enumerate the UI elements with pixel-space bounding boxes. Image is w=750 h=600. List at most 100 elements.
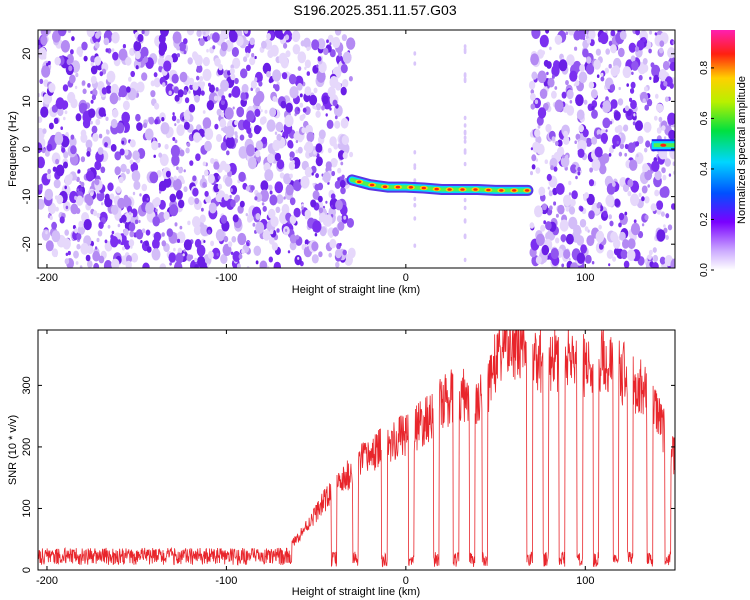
noise-speck bbox=[631, 60, 639, 71]
signal-hotspot-peak bbox=[382, 185, 388, 188]
noise-speck bbox=[596, 203, 601, 209]
colorbar-ticks: 0.0 0.2 0.4 0.6 0.8 bbox=[699, 61, 714, 277]
noise-speck bbox=[83, 55, 88, 62]
noise-speck bbox=[323, 214, 333, 227]
noise-speck bbox=[188, 77, 195, 86]
noise-speck bbox=[53, 179, 61, 189]
noise-speck bbox=[224, 176, 233, 187]
y-tick-label: 10 bbox=[21, 95, 33, 107]
noise-speck bbox=[289, 241, 297, 251]
noise-speck bbox=[568, 192, 572, 196]
noise-speck bbox=[670, 258, 675, 268]
noise-speck bbox=[250, 185, 255, 191]
noise-speck bbox=[313, 150, 317, 155]
noise-speck bbox=[186, 254, 192, 262]
noise-speck bbox=[658, 69, 668, 81]
noise-speck bbox=[204, 128, 214, 140]
noise-speck bbox=[276, 133, 282, 141]
noise-speck bbox=[568, 258, 571, 261]
noise-speck bbox=[672, 161, 675, 166]
noise-speck bbox=[38, 47, 47, 60]
noise-speck bbox=[327, 86, 336, 98]
noise-speck bbox=[318, 251, 323, 258]
noise-speck bbox=[93, 262, 100, 268]
noise-speck bbox=[554, 86, 558, 90]
noise-speck bbox=[110, 204, 119, 215]
noise-speck bbox=[169, 204, 179, 217]
noise-speck bbox=[46, 143, 53, 152]
noise-speck bbox=[62, 84, 69, 92]
noise-speck bbox=[250, 80, 257, 89]
noise-speck bbox=[55, 206, 59, 212]
noise-speck bbox=[627, 142, 636, 153]
noise-speck bbox=[651, 160, 660, 172]
noise-speck bbox=[322, 95, 329, 105]
noise-speck bbox=[149, 171, 159, 184]
noise-speck bbox=[539, 34, 549, 48]
noise-speck bbox=[71, 36, 75, 42]
noise-speck bbox=[266, 71, 271, 78]
noise-speck bbox=[179, 71, 188, 83]
noise-speck bbox=[530, 89, 535, 95]
noise-speck bbox=[289, 197, 296, 206]
noise-speck bbox=[69, 190, 78, 204]
noise-speck bbox=[659, 256, 666, 265]
noise-speck bbox=[558, 59, 568, 72]
noise-speck bbox=[340, 117, 349, 129]
noise-speck bbox=[124, 149, 129, 156]
noise-speck bbox=[630, 81, 636, 89]
noise-speck bbox=[278, 52, 288, 65]
noise-speck bbox=[274, 181, 284, 194]
noise-speck bbox=[341, 174, 345, 179]
noise-speck bbox=[622, 183, 630, 193]
noise-speck bbox=[99, 71, 104, 77]
noise-speck bbox=[230, 188, 233, 193]
noise-speck bbox=[238, 171, 246, 182]
noise-speck bbox=[570, 262, 579, 268]
noise-speck bbox=[588, 210, 595, 220]
noise-speck bbox=[40, 30, 50, 37]
noise-speck bbox=[260, 180, 269, 192]
noise-speck bbox=[132, 191, 136, 196]
noise-speck bbox=[325, 113, 328, 117]
noise-speck bbox=[569, 100, 573, 104]
noise-speck bbox=[201, 175, 205, 179]
noise-speck bbox=[177, 89, 184, 98]
noise-speck bbox=[213, 161, 220, 170]
noise-speck bbox=[650, 62, 655, 68]
noise-speck bbox=[413, 203, 417, 208]
noise-speck bbox=[212, 32, 220, 43]
noise-speck bbox=[297, 256, 300, 260]
noise-speck bbox=[627, 238, 636, 250]
noise-speck bbox=[103, 112, 107, 117]
noise-speck bbox=[205, 195, 212, 204]
noise-speck bbox=[146, 197, 149, 201]
noise-speck bbox=[101, 202, 104, 206]
noise-speck bbox=[272, 69, 282, 82]
noise-speck bbox=[311, 39, 320, 51]
noise-speck bbox=[627, 190, 632, 197]
noise-speck bbox=[255, 213, 261, 220]
noise-speck bbox=[245, 213, 248, 217]
noise-speck bbox=[181, 179, 185, 184]
noise-speck bbox=[64, 229, 69, 236]
noise-speck bbox=[613, 238, 621, 249]
noise-speck bbox=[143, 122, 148, 129]
noise-speck bbox=[302, 107, 307, 113]
noise-speck bbox=[255, 150, 261, 158]
noise-speck bbox=[122, 44, 126, 49]
signal-hotspot-peak bbox=[486, 188, 491, 192]
noise-speck bbox=[651, 64, 661, 78]
noise-speck bbox=[283, 196, 286, 200]
noise-speck bbox=[304, 209, 311, 219]
noise-speck bbox=[161, 232, 165, 237]
noise-speck bbox=[231, 86, 241, 98]
noise-speck bbox=[291, 30, 301, 43]
noise-speck bbox=[223, 235, 229, 243]
noise-speck bbox=[86, 30, 95, 38]
noise-speck bbox=[309, 94, 318, 106]
noise-speck bbox=[577, 166, 581, 172]
noise-speck bbox=[63, 116, 66, 121]
noise-speck bbox=[413, 61, 417, 66]
